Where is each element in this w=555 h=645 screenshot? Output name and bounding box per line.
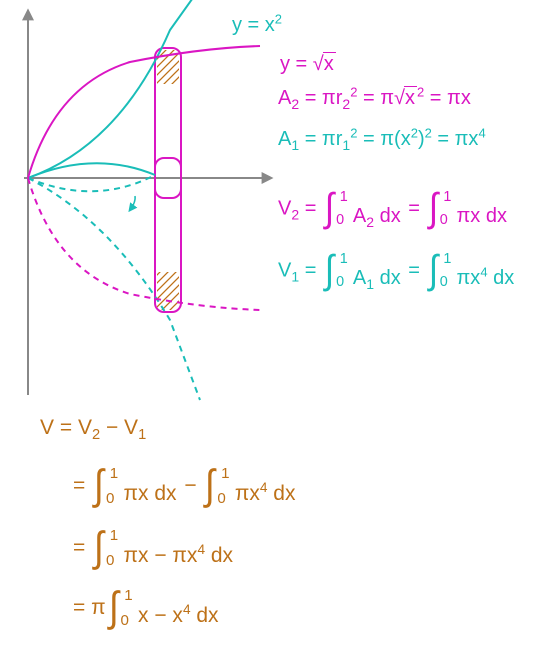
washer-hatch-bottom xyxy=(157,272,179,310)
work-line-3: = ∫01πx − πx4 dx xyxy=(73,530,235,567)
equation-A1: A1 = πr12 = π(x2)2 = πx4 xyxy=(278,128,486,150)
work-line-1: V = V2 − V1 xyxy=(40,416,146,439)
work-line-2: = ∫01πx dx − ∫01πx4 dx xyxy=(73,468,297,505)
curve-y-equals-x-squared xyxy=(28,0,220,178)
curve-y-equals-sqrt-x xyxy=(28,46,260,178)
equation-A2: A2 = πr22 = π√x2 = πx xyxy=(278,86,471,109)
curve-sqrt-x-reflection xyxy=(28,178,260,310)
inner-ellipse-top xyxy=(28,163,155,178)
rotation-arrow-icon xyxy=(130,196,135,210)
label-y-equals-x-squared: y = x2 xyxy=(232,14,282,36)
equation-V1: V1 = ∫01A1 dx = ∫01πx4 dx xyxy=(278,254,516,289)
label-y-equals-sqrt-x: y = √x xyxy=(280,52,336,75)
equation-V2: V2 = ∫01A2 dx = ∫01πx dx xyxy=(278,192,509,227)
work-line-4: = π∫01x − x4 dx xyxy=(73,590,221,627)
